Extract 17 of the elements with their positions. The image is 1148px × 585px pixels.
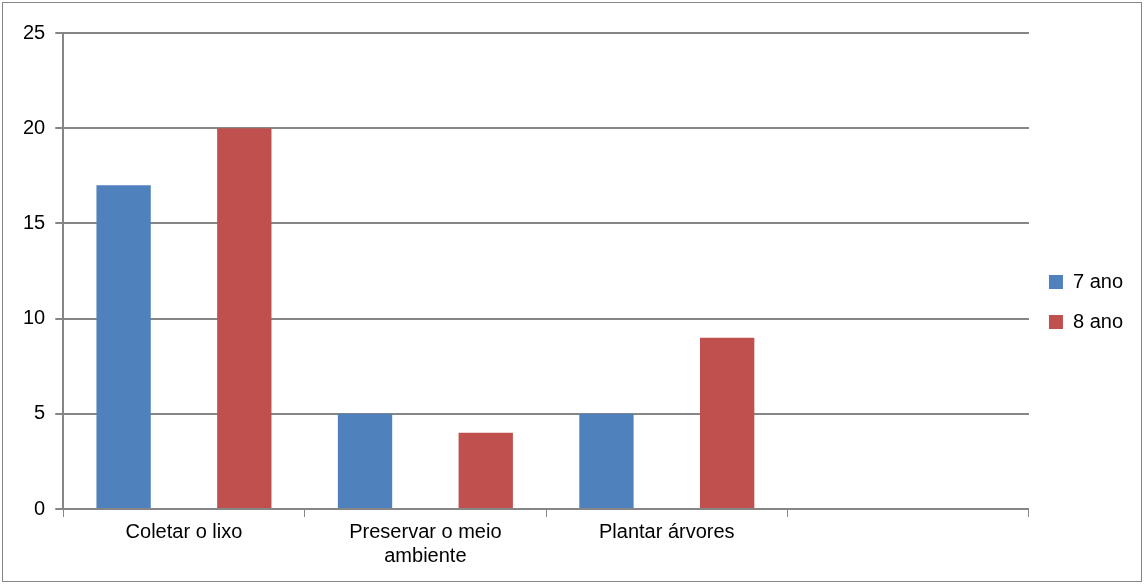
bar [96, 185, 151, 508]
y-tick-label: 10 [23, 306, 46, 329]
x-tick-label: Coletar o lixo [125, 519, 243, 542]
x-tick-label: Preservar o meio ambiente [349, 519, 502, 566]
bar [579, 413, 634, 508]
legend-label: 8 ano [1072, 309, 1124, 332]
bar [337, 413, 393, 508]
bar [217, 128, 272, 508]
x-tick-label: Plantar árvores [599, 519, 735, 542]
y-tick-label: 15 [23, 210, 46, 233]
y-tick-label: 0 [34, 496, 46, 519]
bar [458, 432, 513, 508]
y-tick-label: 20 [23, 115, 46, 138]
bar [700, 337, 755, 508]
y-tick-label: 5 [34, 401, 46, 424]
y-tick-label: 25 [23, 20, 46, 43]
legend-label: 7 ano [1072, 269, 1124, 292]
